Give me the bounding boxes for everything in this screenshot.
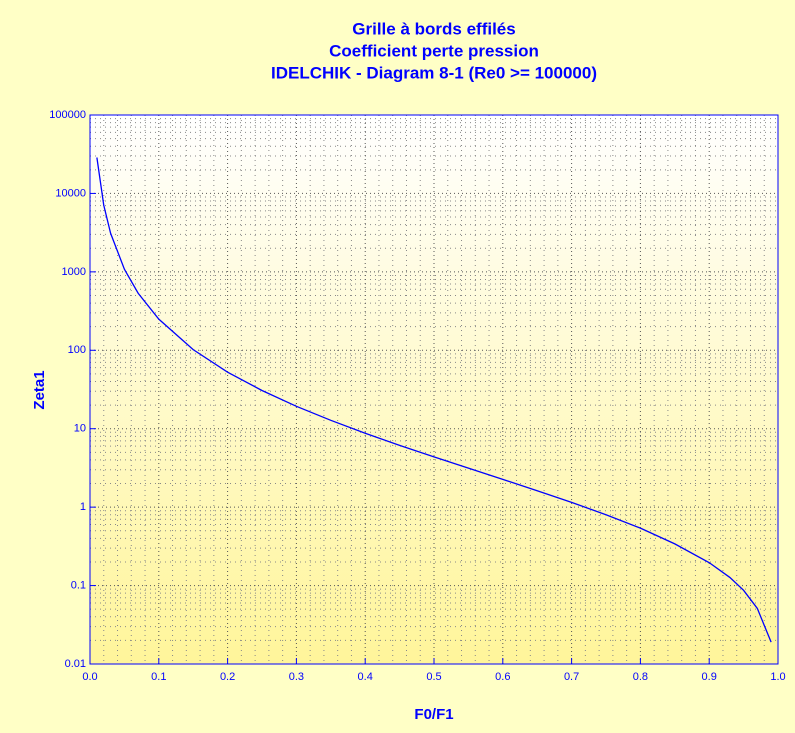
y-tick-label: 0.1 xyxy=(71,579,86,591)
x-tick-label: 0.5 xyxy=(426,671,441,683)
x-tick-label: 1.0 xyxy=(770,671,785,683)
x-tick-label: 0.0 xyxy=(82,671,97,683)
chart-title: IDELCHIK - Diagram 8-1 (Re0 >= 100000) xyxy=(271,63,597,82)
y-tick-label: 10000 xyxy=(55,187,86,199)
x-tick-label: 0.3 xyxy=(289,671,304,683)
y-axis-label: Zeta1 xyxy=(31,370,48,409)
x-tick-label: 0.9 xyxy=(702,671,717,683)
x-tick-label: 0.8 xyxy=(633,671,648,683)
x-tick-label: 0.2 xyxy=(220,671,235,683)
chart-title: Grille à bords effilés xyxy=(352,19,515,38)
x-tick-label: 0.4 xyxy=(358,671,373,683)
x-tick-label: 0.7 xyxy=(564,671,579,683)
x-tick-label: 0.1 xyxy=(151,671,166,683)
x-axis-label: F0/F1 xyxy=(414,706,453,723)
y-tick-label: 0.01 xyxy=(65,658,86,670)
data-line xyxy=(96,157,772,643)
y-tick-label: 10 xyxy=(74,423,86,435)
y-tick-label: 1000 xyxy=(62,266,86,278)
chart-title: Coefficient perte pression xyxy=(329,41,539,60)
x-tick-label: 0.6 xyxy=(495,671,510,683)
plot-area xyxy=(90,115,778,664)
y-tick-label: 1 xyxy=(80,501,86,513)
y-tick-label: 100000 xyxy=(49,109,86,121)
plot-frame xyxy=(89,114,779,665)
y-tick-label: 100 xyxy=(68,344,86,356)
